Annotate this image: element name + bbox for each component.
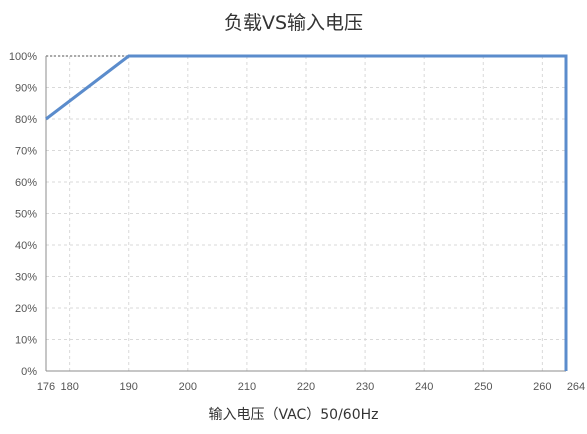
y-tick-label: 0% [21, 366, 37, 378]
grid-lines [46, 55, 566, 371]
chart-axes [45, 56, 566, 372]
y-tick-label: 50% [15, 209, 37, 221]
y-tick-label: 90% [15, 83, 37, 95]
x-tick-label: 190 [120, 381, 138, 393]
x-tick-labels: 176 180 190 200 210 220 230 240 250 260 264 [37, 381, 585, 393]
series-line [45, 54, 568, 371]
x-tick-label: 230 [356, 381, 374, 393]
series-layer [45, 54, 568, 372]
x-tick-label: 176 [37, 381, 55, 393]
y-tick-label: 10% [15, 335, 37, 347]
x-axis-title: 输入电压（VAC）50/60Hz [208, 407, 379, 423]
x-tick-label: 220 [297, 381, 315, 393]
x-tick-label: 210 [238, 381, 256, 393]
y-tick-label: 70% [15, 146, 37, 158]
y-tick-labels: 0% 10% 20% 30% 40% 50% 60% 70% 80% 90% 100% [9, 51, 37, 378]
x-tick-label: 200 [179, 381, 197, 393]
x-tick-label: 260 [533, 381, 551, 393]
y-tick-label: 40% [15, 240, 37, 252]
y-tick-label: 20% [15, 303, 37, 315]
y-tick-label: 100% [9, 51, 37, 63]
x-tick-label: 180 [60, 381, 78, 393]
x-tick-label: 250 [474, 381, 492, 393]
y-tick-label: 60% [15, 177, 37, 189]
x-tick-label: 264 [567, 381, 585, 393]
chart-title: 负载VS输入电压 [223, 12, 364, 34]
x-tick-label: 240 [415, 381, 433, 393]
y-tick-label: 30% [15, 272, 37, 284]
y-tick-label: 80% [15, 114, 37, 126]
